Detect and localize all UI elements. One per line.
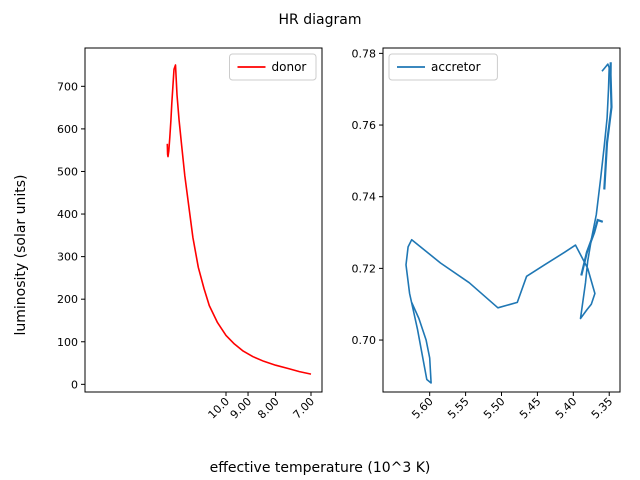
y-tick-label: 0.74: [352, 191, 377, 204]
series-line-donor: [166, 64, 312, 375]
donor-subplot: 0 100 200 300 400 500 600 700 10.09.00 8.00 7.00 do…: [57, 47, 323, 422]
y-tick-label: 0.78: [352, 47, 377, 60]
y-tick-label: 0: [71, 378, 78, 391]
x-tick-label: 5.45: [517, 395, 544, 422]
x-tick-label: 5.55: [445, 395, 472, 422]
figure-title: HR diagram: [279, 12, 362, 28]
series-track-accretor-1: [603, 62, 613, 190]
y-tick-label: 700: [57, 80, 78, 93]
x-tick-label: 9.00: [228, 395, 255, 422]
legend: donor: [229, 53, 317, 81]
figure-xlabel: effective temperature (10^3 K): [210, 460, 431, 476]
y-tick-label: 0.76: [352, 119, 377, 132]
legend-label: donor: [272, 60, 307, 74]
y-tick-label: 0.72: [352, 262, 377, 275]
series-track-accretor-0: [580, 218, 604, 276]
legend-label: accretor: [431, 60, 481, 74]
x-tick-label: 5.40: [553, 395, 580, 422]
x-tick-label: 10.0: [206, 395, 233, 422]
series-line-accretor: [405, 63, 611, 384]
x-tick-label: 5.35: [589, 395, 616, 422]
axes-frame: [84, 47, 323, 393]
x-tick-label: 8.00: [255, 395, 282, 422]
legend-box: [388, 53, 498, 81]
x-tick-label: 5.60: [409, 395, 436, 422]
y-tick-label: 100: [57, 336, 78, 349]
y-tick-label: 300: [57, 251, 78, 264]
y-tick-label: 500: [57, 165, 78, 178]
figure-ylabel: luminosity (solar units): [13, 174, 29, 335]
y-tick-label: 200: [57, 293, 78, 306]
legend-box: [229, 53, 317, 81]
accretor-subplot: 0.70 0.72 0.74 0.76 0.78 5.60 5.55 5.50 5.45 5.40…: [352, 47, 621, 421]
axes-frame: [382, 47, 621, 393]
y-tick-label: 600: [57, 123, 78, 136]
y-tick-label: 400: [57, 208, 78, 221]
x-tick-label: 7.00: [291, 395, 318, 422]
legend: accretor: [388, 53, 498, 81]
x-tick-label: 5.50: [481, 395, 508, 422]
y-tick-label: 0.70: [352, 334, 377, 347]
